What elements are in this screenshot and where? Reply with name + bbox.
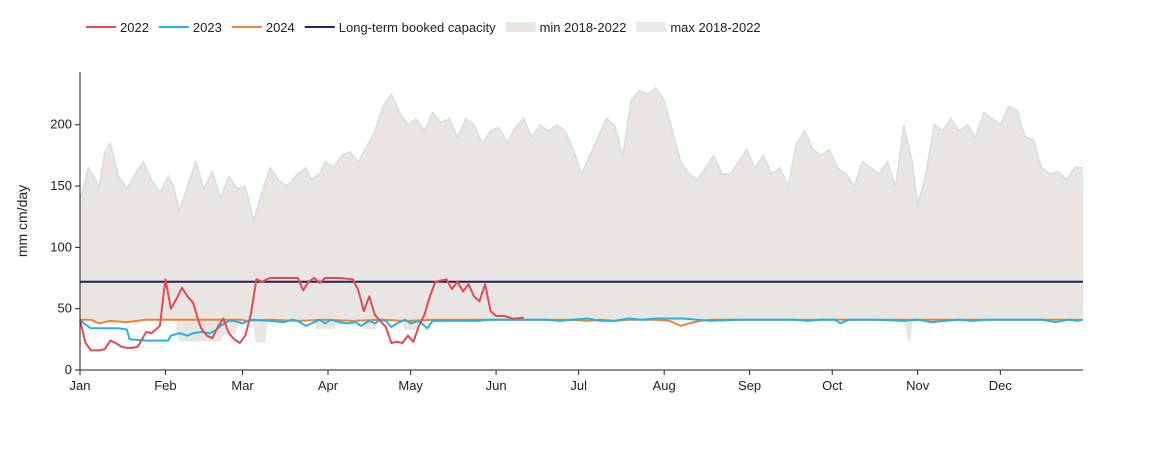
y-tick-label: 150	[50, 178, 72, 193]
x-tick-label: Jun	[486, 378, 507, 393]
legend-label-band-min: min 2018-2022	[540, 20, 627, 35]
legend-label-band-max: max 2018-2022	[670, 20, 760, 35]
y-tick-label: 200	[50, 117, 72, 132]
y-tick-label: 0	[65, 362, 72, 377]
x-tick-label: Nov	[906, 378, 930, 393]
band-max-line	[79, 86, 1083, 224]
x-tick-label: Dec	[989, 378, 1013, 393]
legend-label-series-2024: 2024	[266, 20, 295, 35]
x-tick-label: Sep	[738, 378, 761, 393]
x-tick-label: Aug	[653, 378, 676, 393]
x-tick-label: Oct	[822, 378, 843, 393]
legend-label-series-2022: 2022	[120, 20, 149, 35]
x-tick-label: Mar	[231, 378, 254, 393]
series-line-2023	[79, 317, 1084, 342]
legend-label-booked-capacity: Long-term booked capacity	[339, 20, 496, 35]
legend-swatch-band-max	[636, 22, 667, 32]
legend-label-series-2023: 2023	[193, 20, 222, 35]
x-tick-label: Jan	[70, 378, 91, 393]
series-line-2022	[79, 277, 524, 352]
band-min-max-area	[80, 87, 1083, 342]
y-tick-label: 100	[50, 239, 72, 254]
plot-area: 0 50 100 150 200 Jan Feb Mar Apr May Jun Jul Aug Sep O…	[50, 72, 1084, 393]
y-tick-label: 50	[58, 301, 72, 316]
y-axis-label: mm cm/day	[14, 185, 30, 257]
legend: 2022 2023 2024 Long-term booked capacity min…	[86, 20, 761, 35]
x-tick-label: Jul	[570, 378, 587, 393]
x-tick-label: Feb	[154, 378, 176, 393]
legend-swatch-band-min	[505, 22, 536, 32]
x-tick-label: May	[398, 378, 423, 393]
x-tick-label: Apr	[318, 378, 339, 393]
